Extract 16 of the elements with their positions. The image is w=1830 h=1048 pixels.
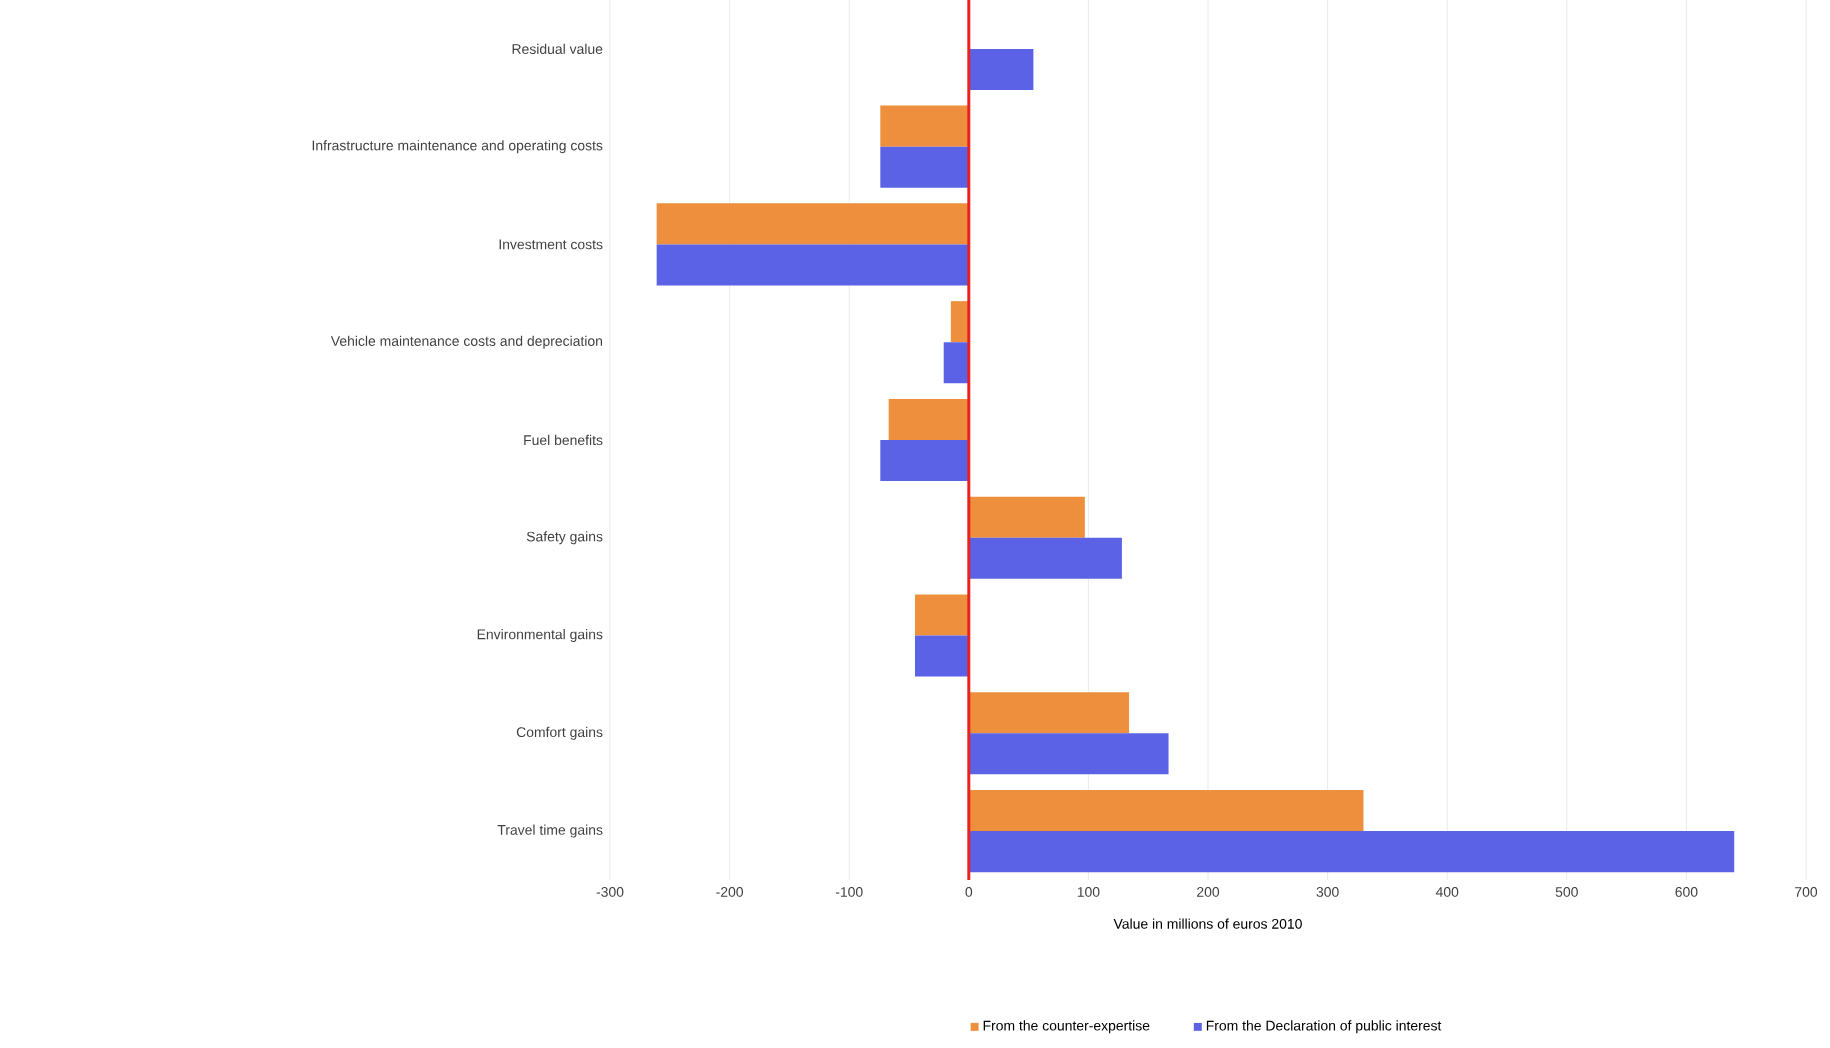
- bar: [914, 594, 969, 636]
- bar: [656, 203, 969, 245]
- bar: [880, 439, 969, 482]
- bar: [914, 635, 969, 677]
- bar: [943, 342, 969, 384]
- bar: [968, 48, 1034, 90]
- bar: [968, 790, 1364, 832]
- bar: [888, 398, 969, 440]
- bar: [968, 831, 1735, 873]
- bar: [880, 146, 969, 188]
- bar: [968, 496, 1085, 538]
- bar: [968, 733, 1169, 775]
- bar: [968, 692, 1130, 734]
- bar: [880, 105, 969, 147]
- bar: [968, 537, 1122, 579]
- bar: [656, 244, 969, 286]
